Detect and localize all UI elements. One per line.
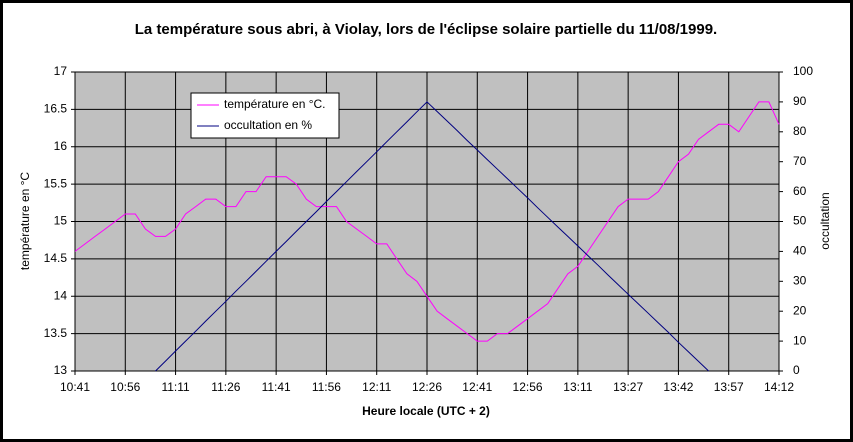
y-axis-title: température en °C — [18, 172, 32, 271]
x-tick-label: 13:42 — [663, 380, 693, 394]
x-tick-label: 12:11 — [362, 380, 391, 394]
y-tick-label: 14.5 — [44, 251, 68, 265]
legend-label: occultation en % — [224, 118, 312, 132]
y2-tick-label: 30 — [793, 273, 807, 287]
series-line — [155, 101, 709, 372]
x-tick-label: 12:41 — [462, 380, 492, 394]
x-tick-label: 12:56 — [513, 380, 543, 394]
legend-box — [190, 92, 340, 139]
y2-tick-label: 80 — [793, 124, 807, 138]
y2-tick-label: 20 — [793, 303, 807, 317]
y-tick-label: 17 — [54, 64, 68, 78]
y-tick-label: 14 — [54, 288, 68, 302]
x-tick-label: 13:27 — [613, 380, 643, 394]
y-tick-label: 13 — [54, 363, 68, 377]
x-tick-label: 14:12 — [764, 380, 794, 394]
x-tick-label: 10:56 — [110, 380, 140, 394]
x-tick-label: 13:11 — [563, 380, 592, 394]
y2-axis-title: occultation — [818, 192, 832, 249]
x-tick-label: 11:11 — [161, 380, 190, 394]
y-tick-label: 13.5 — [44, 326, 68, 340]
y2-tick-label: 40 — [793, 244, 807, 258]
y2-tick-label: 0 — [793, 363, 800, 377]
y2-tick-label: 50 — [793, 214, 807, 228]
x-tick-label: 11:26 — [211, 380, 240, 394]
x-tick-label: 12:26 — [412, 380, 442, 394]
x-tick-label: 11:41 — [262, 380, 291, 394]
legend-label: température en °C. — [224, 97, 326, 111]
x-tick-label: 10:41 — [60, 380, 90, 394]
y-tick-label: 15.5 — [44, 176, 68, 190]
y2-tick-label: 60 — [793, 184, 807, 198]
y-tick-label: 16 — [54, 139, 68, 153]
y2-tick-label: 70 — [793, 154, 807, 168]
y2-tick-label: 10 — [793, 333, 807, 347]
chart-title: La température sous abri, à Violay, lors… — [135, 21, 717, 38]
y-tick-label: 16.5 — [44, 102, 68, 116]
y2-tick-label: 90 — [793, 94, 807, 108]
series-line — [74, 101, 780, 342]
x-tick-label: 11:56 — [312, 380, 341, 394]
y2-tick-label: 100 — [793, 64, 813, 78]
plot-border — [74, 71, 780, 372]
x-axis-title: Heure locale (UTC + 2) — [362, 404, 490, 418]
x-tick-label: 13:57 — [714, 380, 744, 394]
y-tick-label: 15 — [54, 214, 68, 228]
